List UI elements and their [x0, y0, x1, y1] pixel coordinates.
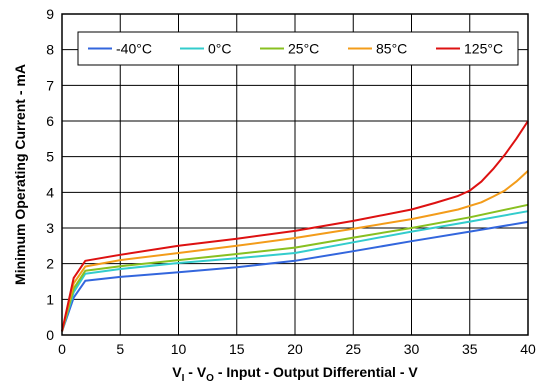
y-tick-label: 4 [46, 184, 54, 200]
x-tick-label: 10 [171, 341, 187, 357]
y-tick-label: 9 [46, 6, 54, 22]
x-tick-label: 0 [58, 341, 66, 357]
series-line [61, 203, 529, 332]
legend-label: 0°C [208, 41, 232, 57]
series-line [61, 120, 529, 332]
x-tick-label: 40 [520, 341, 536, 357]
x-tick-label: 25 [345, 341, 361, 357]
y-tick-label: 5 [46, 149, 54, 165]
x-tick-label: 5 [116, 341, 124, 357]
x-axis-label-sub2: O [206, 373, 214, 384]
y-tick-label: 2 [46, 256, 54, 272]
x-axis-label-sub1: I [182, 373, 185, 384]
y-axis-label: Minimum Operating Current - mA [12, 64, 28, 285]
legend-box [77, 31, 519, 66]
legend-label: 25°C [288, 41, 319, 57]
x-axis-label-mid: - V [184, 364, 206, 380]
series-line [61, 210, 529, 332]
x-axis-label: VI - VO - Input - Output Differential - … [172, 364, 418, 384]
legend-label: 85°C [376, 41, 407, 57]
x-tick-labels: 0 5 10 15 20 25 30 35 40 [58, 341, 536, 357]
y-tick-label: 7 [46, 77, 54, 93]
x-tick-label: 30 [404, 341, 420, 357]
plot-frame [61, 13, 529, 336]
legend: -40°C 0°C 25°C 85°C 125°C [77, 31, 519, 66]
series-line [61, 170, 529, 332]
y-tick-label: 6 [46, 113, 54, 129]
x-tick-label: 35 [462, 341, 478, 357]
legend-label: -40°C [116, 41, 152, 57]
y-tick-label: 0 [46, 327, 54, 343]
y-tick-label: 1 [46, 291, 54, 307]
y-tick-label: 8 [46, 42, 54, 58]
x-tick-label: 15 [229, 341, 245, 357]
y-tick-label: 3 [46, 220, 54, 236]
y-tick-labels: 0 1 2 3 4 5 6 7 8 9 [46, 6, 54, 343]
x-tick-label: 20 [287, 341, 303, 357]
x-axis-label-main: V [172, 364, 182, 380]
series-line [61, 220, 529, 332]
x-axis-label-rest: - Input - Output Differential - V [214, 364, 418, 380]
series-lines [61, 120, 529, 332]
legend-label: 125°C [464, 41, 503, 57]
